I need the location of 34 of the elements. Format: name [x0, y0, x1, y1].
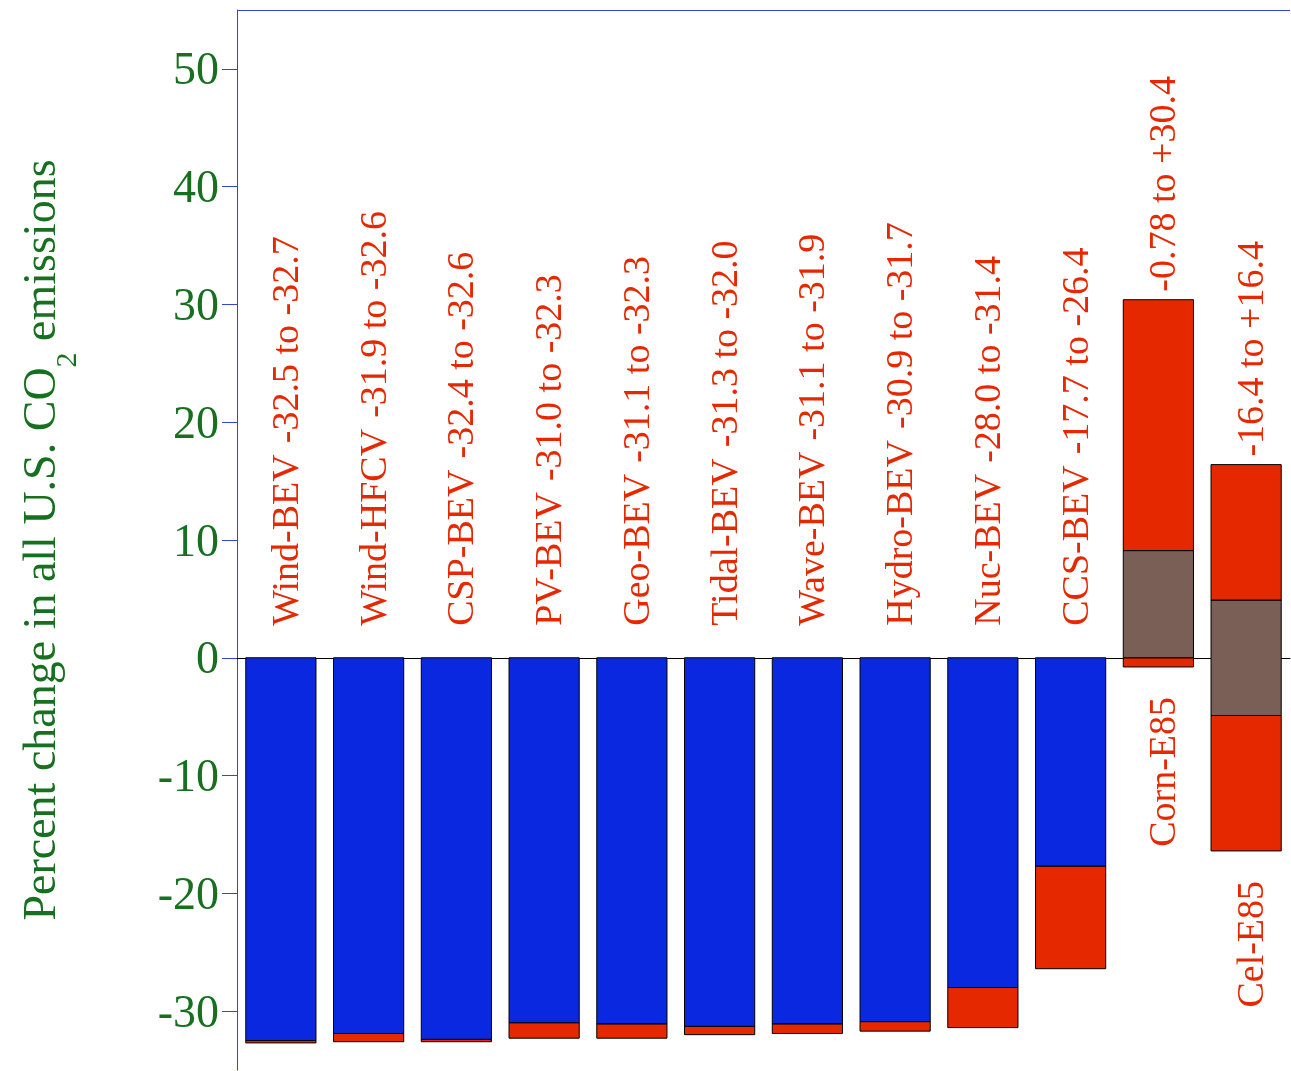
x-tick-label: Corn-E85 — [1141, 696, 1184, 847]
y-axis-title: Percent change in all U.S. CO2 emissions — [13, 159, 82, 921]
annotation: -32.4 to -32.6 — [439, 251, 482, 459]
x-tick-label: Wind-BEV — [263, 453, 306, 626]
x-tick-label: Nuc-BEV — [965, 473, 1008, 626]
x-tick-label: PV-BEV — [527, 491, 570, 626]
annotation: -16.4 to +16.4 — [1229, 240, 1272, 457]
x-tick-label: Wave-BEV — [790, 451, 833, 626]
y-tick-label: 30 — [173, 278, 219, 330]
annotation: -31.3 to -32.0 — [702, 240, 745, 448]
annotation: -31.1 to -31.9 — [790, 233, 833, 441]
y-tick-label: 50 — [173, 43, 219, 95]
x-tick-label: CSP-BEV — [439, 468, 482, 626]
annotation: -0.78 to +30.4 — [1141, 76, 1184, 292]
annotation: -30.9 to -31.7 — [878, 222, 921, 430]
x-tick-label: Hydro-BEV — [878, 439, 921, 626]
annotation: -31.0 to -32.3 — [527, 274, 570, 482]
x-tick-label: CCS-BEV — [1053, 464, 1096, 626]
annotation: -17.7 to -26.4 — [1053, 247, 1096, 455]
x-tick-label: Tidal-BEV — [702, 457, 745, 626]
y-tick-label: -10 — [157, 750, 219, 802]
annotation: -28.0 to -31.4 — [965, 255, 1008, 463]
y-tick-label: 10 — [173, 514, 219, 566]
annotation: -31.9 to -32.6 — [351, 210, 394, 418]
y-tick-label: 0 — [196, 632, 219, 684]
x-tick-label: Geo-BEV — [614, 473, 657, 626]
x-tick-label: Cel-E85 — [1229, 880, 1272, 1008]
annotation: -31.1 to -32.3 — [614, 255, 657, 463]
y-tick-label: 40 — [173, 161, 219, 213]
annotation: -32.5 to -32.7 — [263, 236, 306, 444]
y-tick-label: 20 — [173, 396, 219, 448]
y-tick-label: -20 — [157, 867, 219, 919]
y-tick-label: -30 — [157, 985, 219, 1037]
x-tick-label: Wind-HFCV — [351, 428, 394, 626]
